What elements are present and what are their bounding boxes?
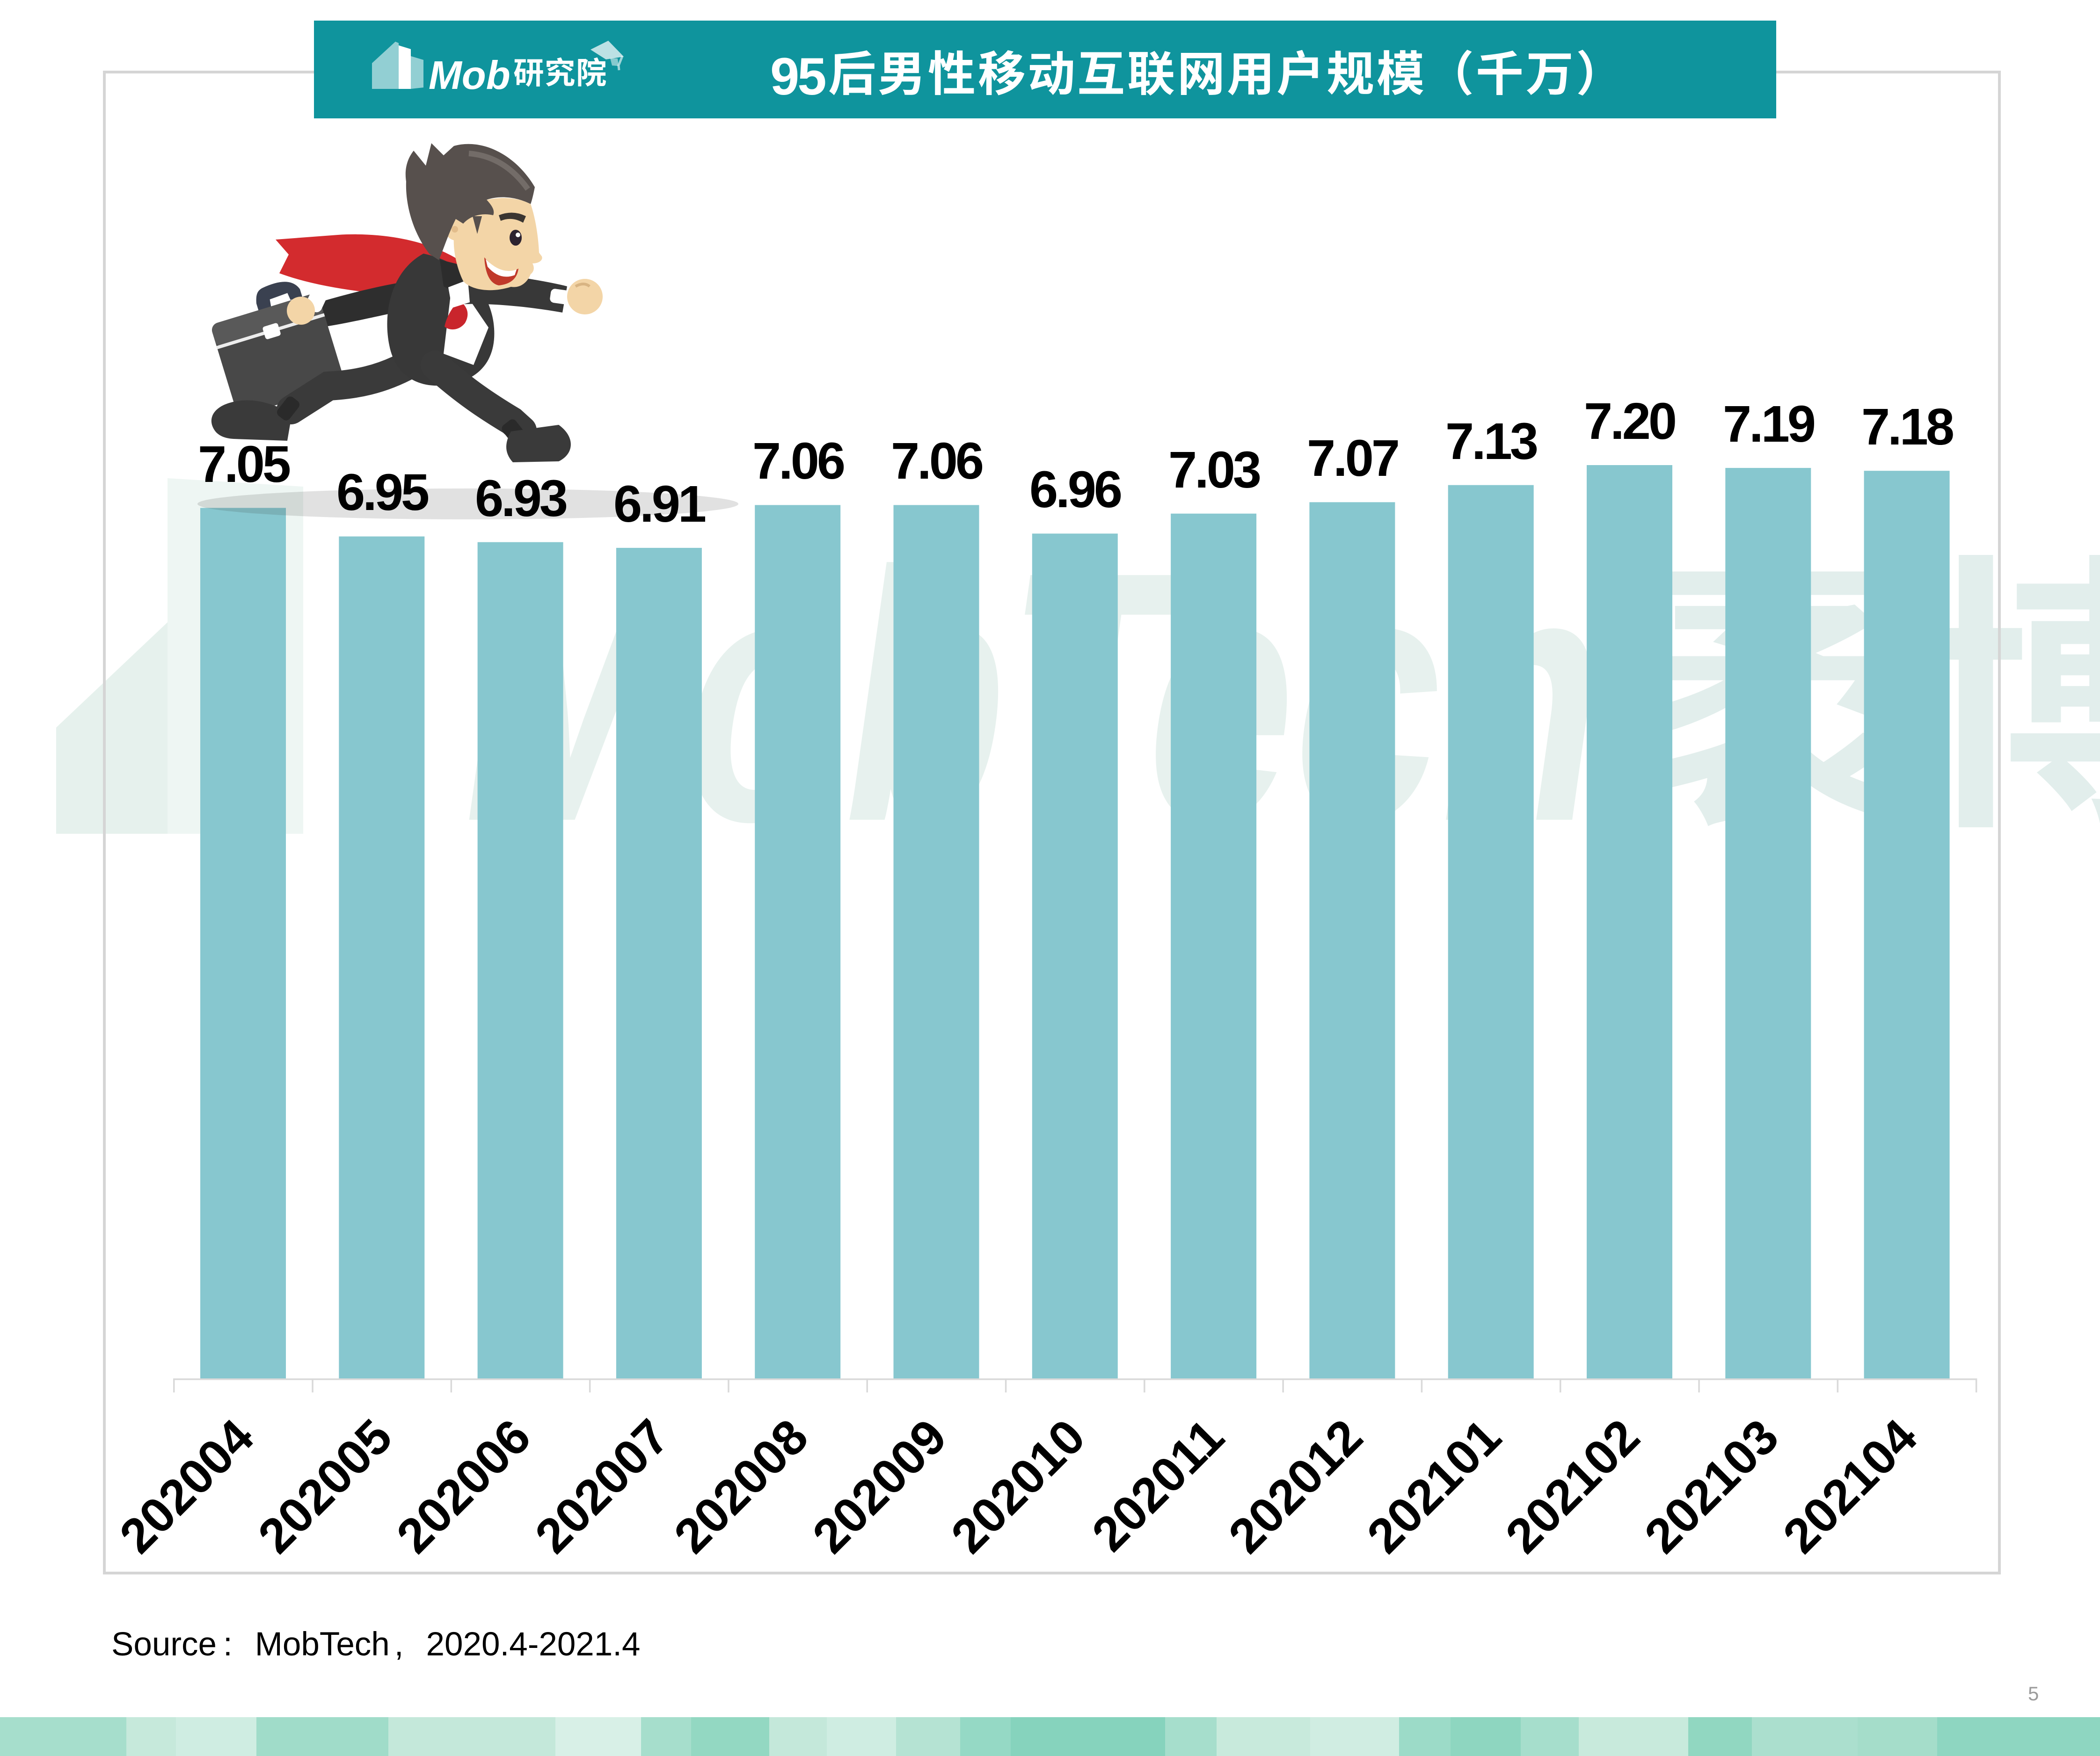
svg-text:7.20: 7.20: [1584, 393, 1675, 450]
svg-text:6.95: 6.95: [336, 464, 429, 521]
svg-text:6.91: 6.91: [613, 475, 706, 533]
svg-text:Mob: Mob: [429, 53, 510, 98]
svg-text:202008: 202008: [664, 1409, 818, 1564]
svg-text:Source:MobTech,2020.4-2021.4: Source: MobTech, 2020.4-2021.4: [111, 1626, 641, 1663]
svg-text:202104: 202104: [1773, 1409, 1927, 1564]
svg-text:202004: 202004: [109, 1409, 264, 1564]
svg-text:7.06: 7.06: [752, 432, 844, 490]
svg-text:202103: 202103: [1634, 1409, 1789, 1564]
svg-text:7.13: 7.13: [1445, 413, 1537, 470]
svg-text:7.18: 7.18: [1861, 398, 1953, 456]
svg-text:7.03: 7.03: [1168, 441, 1260, 499]
svg-text:95: 95: [770, 47, 825, 106]
svg-text:202102: 202102: [1495, 1409, 1650, 1564]
svg-text:5: 5: [2028, 1683, 2039, 1705]
svg-text:7.19: 7.19: [1723, 395, 1815, 453]
svg-text:202101: 202101: [1357, 1409, 1511, 1564]
svg-text:202007: 202007: [525, 1409, 679, 1564]
svg-text:202006: 202006: [386, 1409, 541, 1564]
svg-text:7.07: 7.07: [1307, 430, 1398, 487]
svg-text:202011: 202011: [1082, 1409, 1234, 1562]
svg-text:202010: 202010: [941, 1409, 1095, 1564]
svg-text:6.93: 6.93: [475, 470, 567, 527]
svg-text:6.96: 6.96: [1029, 461, 1121, 518]
svg-text:202012: 202012: [1218, 1409, 1373, 1564]
svg-text:202005: 202005: [248, 1409, 402, 1564]
svg-text:202009: 202009: [802, 1409, 957, 1564]
svg-text:7.06: 7.06: [891, 432, 983, 490]
svg-text:7.05: 7.05: [198, 436, 290, 493]
